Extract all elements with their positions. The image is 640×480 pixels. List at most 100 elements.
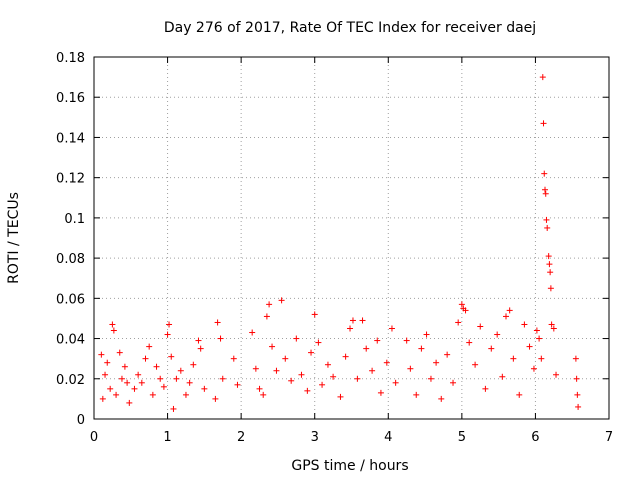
y-tick-label: 0.04 <box>56 333 85 348</box>
data-point <box>104 359 111 366</box>
data-point <box>575 403 582 410</box>
data-point <box>249 329 256 336</box>
data-point <box>190 361 197 368</box>
data-point <box>477 323 484 330</box>
data-point <box>186 379 193 386</box>
data-point <box>572 355 579 362</box>
data-point <box>304 387 311 394</box>
data-point <box>177 367 184 374</box>
data-point <box>545 253 552 260</box>
data-point <box>526 343 533 350</box>
data-point <box>407 365 414 372</box>
axis-ticks: 0 0.02 0.04 0.06 0.08 0.1 0.12 0.14 0.16 0.18 0 1 2 3… <box>56 51 613 445</box>
data-point <box>173 375 180 382</box>
data-point <box>450 379 457 386</box>
data-point <box>260 391 267 398</box>
data-point <box>157 375 164 382</box>
data-point <box>164 331 171 338</box>
data-point <box>506 307 513 314</box>
data-point <box>510 355 517 362</box>
data-point <box>273 367 280 374</box>
data-point <box>392 379 399 386</box>
data-point <box>166 321 173 328</box>
data-point <box>499 373 506 380</box>
data-point <box>516 391 523 398</box>
data-point <box>413 391 420 398</box>
data-point <box>494 331 501 338</box>
data-point <box>234 381 241 388</box>
data-point <box>543 216 550 223</box>
data-point <box>538 355 545 362</box>
data-point <box>363 345 370 352</box>
data-point <box>116 349 123 356</box>
data-point <box>374 337 381 344</box>
x-tick-label: 5 <box>458 430 466 445</box>
data-point <box>383 359 390 366</box>
x-axis-label: GPS time / hours <box>291 458 408 474</box>
data-point <box>546 261 553 268</box>
x-tick-label: 4 <box>384 430 392 445</box>
data-point <box>547 269 554 276</box>
data-point <box>458 301 465 308</box>
chart-title: Day 276 of 2017, Rate Of TEC Index for r… <box>164 20 536 36</box>
x-tick-label: 2 <box>237 430 245 445</box>
data-point <box>146 343 153 350</box>
data-point <box>324 361 331 368</box>
data-point <box>170 405 177 412</box>
data-point <box>403 337 410 344</box>
y-tick-label: 0.12 <box>56 172 85 187</box>
data-point <box>539 74 546 81</box>
y-tick-label: 0 <box>77 413 85 428</box>
data-point <box>282 355 289 362</box>
data-point <box>138 379 145 386</box>
data-point <box>168 353 175 360</box>
y-tick-label: 0.14 <box>56 131 85 146</box>
data-point <box>482 385 489 392</box>
data-point <box>536 335 543 342</box>
data-point <box>530 365 537 372</box>
data-point <box>311 311 318 318</box>
data-point <box>542 190 549 197</box>
data-point <box>369 367 376 374</box>
grid <box>94 57 609 419</box>
data-point <box>319 381 326 388</box>
data-point <box>153 363 160 370</box>
data-point <box>548 321 555 328</box>
data-point <box>298 371 305 378</box>
data-point <box>347 325 354 332</box>
data-point <box>269 343 276 350</box>
data-point <box>521 321 528 328</box>
data-point <box>214 319 221 326</box>
y-tick-label: 0.02 <box>56 373 85 388</box>
data-point <box>359 317 366 324</box>
data-point <box>354 375 361 382</box>
data-point <box>131 385 138 392</box>
data-point <box>160 383 167 390</box>
data-point <box>488 345 495 352</box>
x-tick-label: 1 <box>163 430 171 445</box>
data-point <box>503 313 509 320</box>
data-point <box>109 321 116 328</box>
y-tick-label: 0.08 <box>56 252 85 267</box>
y-tick-label: 0.1 <box>64 212 85 227</box>
data-point <box>388 325 395 332</box>
data-point <box>110 327 117 334</box>
data-point <box>142 355 149 362</box>
data-point <box>544 224 551 231</box>
data-point <box>102 371 109 378</box>
data-point <box>212 395 219 402</box>
data-point <box>573 375 580 382</box>
data-point <box>315 339 322 346</box>
x-tick-label: 0 <box>90 430 98 445</box>
data-point <box>330 373 337 380</box>
data-point <box>342 353 349 360</box>
data-point <box>182 391 189 398</box>
data-point <box>217 335 224 342</box>
data-point <box>118 375 125 382</box>
data-point <box>533 327 540 334</box>
data-point <box>135 371 142 378</box>
y-tick-label: 0.06 <box>56 292 85 307</box>
data-point <box>98 351 105 358</box>
data-point <box>444 351 451 358</box>
data-point <box>149 391 156 398</box>
